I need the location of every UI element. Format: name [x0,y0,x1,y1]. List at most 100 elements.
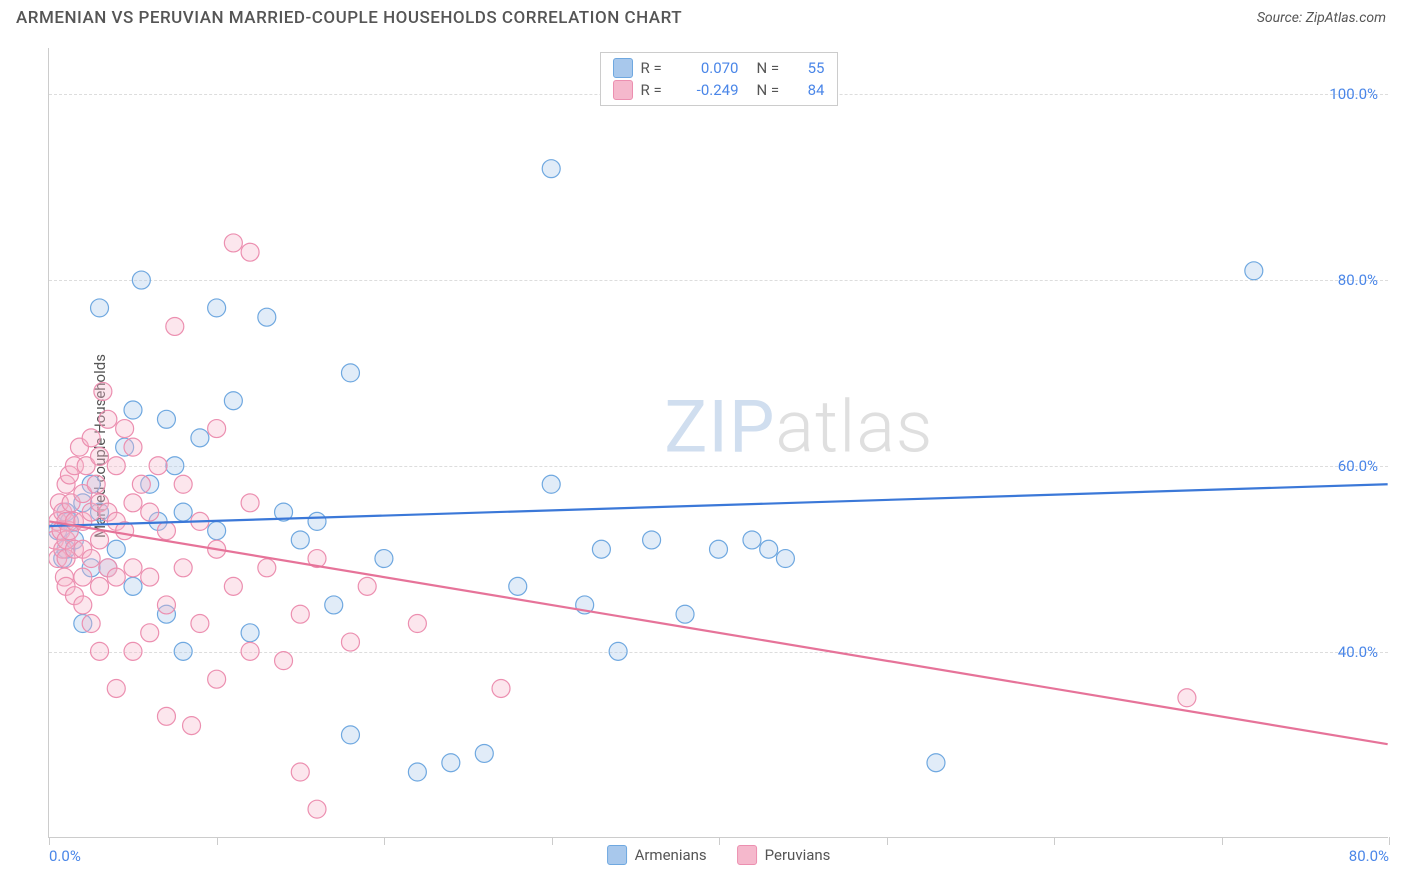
data-point [91,577,109,595]
data-point [157,410,175,428]
data-point [341,726,359,744]
data-point [542,160,560,178]
data-point [132,271,150,289]
x-tick [1389,837,1390,845]
legend-r-value: -0.249 [679,81,739,99]
x-tick-label-max: 80.0% [1349,847,1389,865]
data-point [116,420,134,438]
data-point [592,540,610,558]
data-point [91,531,109,549]
data-point [107,540,125,558]
legend-series-name: Peruvians [765,846,831,864]
data-point [408,763,426,781]
data-point [442,754,460,772]
data-point [408,615,426,633]
data-point [609,642,627,660]
x-tick [1222,837,1223,845]
data-point [676,605,694,623]
data-point [174,559,192,577]
legend-series-item: Armenians [607,845,707,865]
data-point [74,568,92,586]
data-point [107,568,125,586]
data-point [358,577,376,595]
data-point [224,234,242,252]
data-point [743,531,761,549]
legend-r-label: R = [641,59,671,77]
legend-swatch [607,845,627,865]
data-point [308,512,326,530]
data-point [224,392,242,410]
legend-r-value: 0.070 [679,59,739,77]
legend-n-label: N = [757,81,787,99]
chart-title: ARMENIAN VS PERUVIAN MARRIED-COUPLE HOUS… [16,8,682,28]
data-point [542,475,560,493]
data-point [191,615,209,633]
legend-correlation-row: R = 0.070 N = 55 [613,57,825,79]
data-point [91,642,109,660]
data-point [99,410,117,428]
data-point [241,624,259,642]
data-point [82,615,100,633]
data-point [166,317,184,335]
x-tick [1054,837,1055,845]
data-point [291,531,309,549]
data-point [208,522,226,540]
legend-swatch [613,58,633,78]
data-point [183,717,201,735]
legend-n-label: N = [757,59,787,77]
data-point [341,364,359,382]
data-point [341,633,359,651]
x-tick [552,837,553,845]
x-tick [217,837,218,845]
data-point [74,596,92,614]
data-point [132,475,150,493]
data-point [124,577,142,595]
data-point [141,568,159,586]
data-point [241,494,259,512]
data-point [149,457,167,475]
source-name: ZipAtlas.com [1306,10,1386,26]
data-point [157,596,175,614]
data-point [174,475,192,493]
data-point [91,299,109,317]
data-point [1178,689,1196,707]
scatter-plot-svg [49,48,1388,837]
chart-plot-area: 40.0%60.0%80.0%100.0% 0.0%80.0% R = 0.07… [48,48,1388,838]
legend-series-name: Armenians [635,846,707,864]
data-point [107,457,125,475]
data-point [82,550,100,568]
data-point [191,429,209,447]
legend-correlation-row: R = -0.249 N = 84 [613,79,825,101]
data-point [325,596,343,614]
data-point [124,438,142,456]
data-point [492,679,510,697]
data-point [224,577,242,595]
data-point [375,550,393,568]
data-point [94,382,112,400]
data-point [475,744,493,762]
legend-r-label: R = [641,81,671,99]
data-point [643,531,661,549]
data-point [91,447,109,465]
data-point [124,642,142,660]
source-label: Source: [1257,10,1302,26]
data-point [124,494,142,512]
data-point [124,401,142,419]
data-point [82,429,100,447]
x-tick [384,837,385,845]
data-point [174,503,192,521]
data-point [291,763,309,781]
legend-correlation-box: R = 0.070 N = 55 R = -0.249 N = 84 [600,52,838,106]
data-point [760,540,778,558]
data-point [241,243,259,261]
data-point [308,800,326,818]
data-point [927,754,945,772]
legend-n-value: 84 [795,81,825,99]
legend-swatch [737,845,757,865]
legend-swatch [613,80,633,100]
x-tick-label-min: 0.0% [49,847,81,865]
data-point [241,642,259,660]
data-point [509,577,527,595]
data-point [124,559,142,577]
data-point [208,670,226,688]
